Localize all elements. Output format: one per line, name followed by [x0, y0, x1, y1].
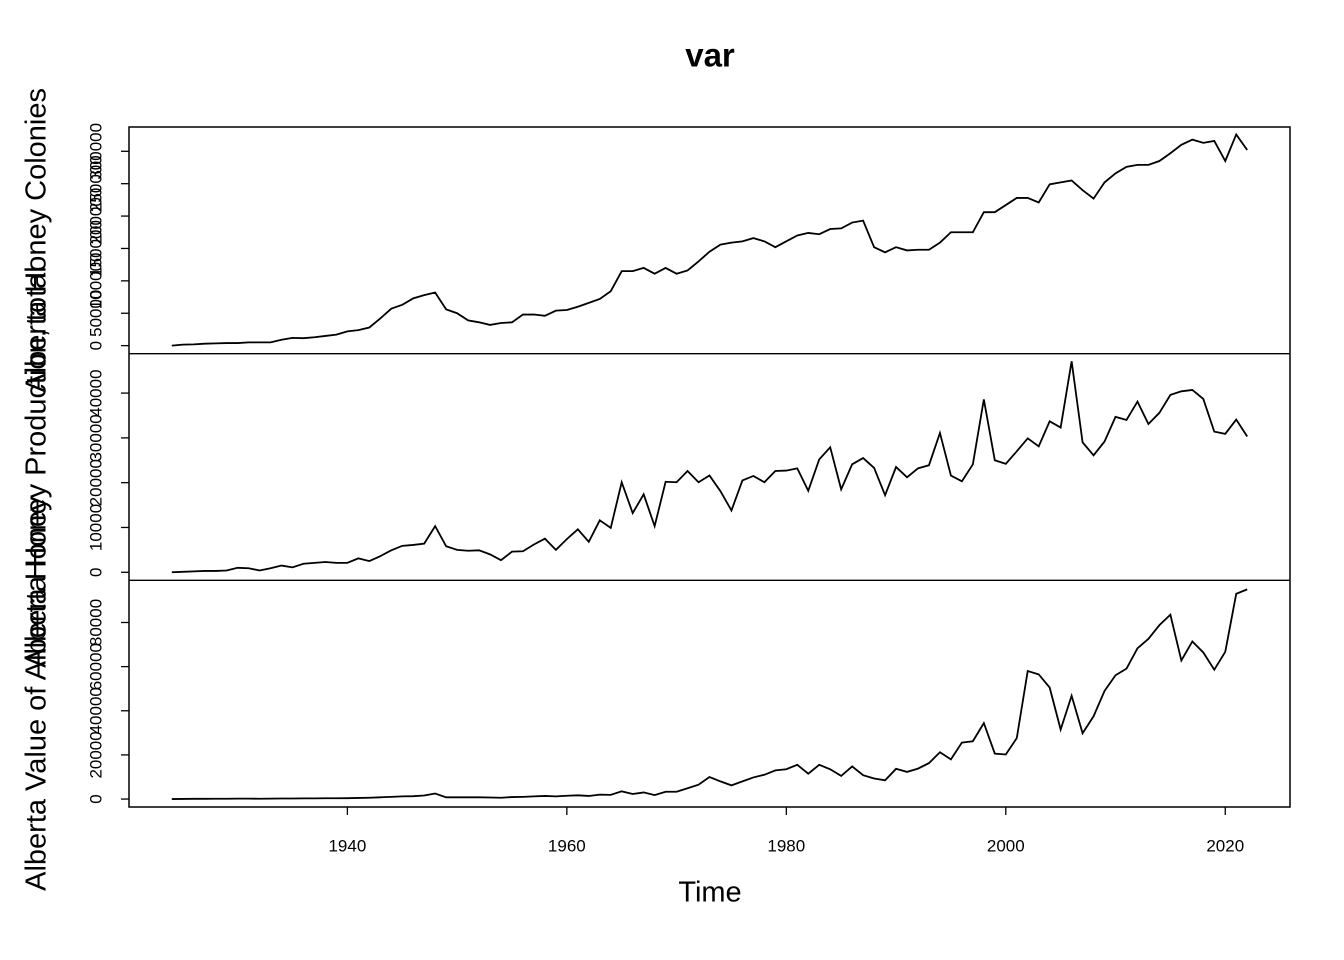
y-tick-label: 40000: [86, 687, 105, 734]
y-tick-label: 300000: [86, 123, 105, 180]
x-tick-label: 1960: [548, 836, 586, 855]
y-tick-label: 0: [86, 341, 105, 350]
y-axis-title: Alberta Honey Colonies: [21, 88, 53, 393]
chart-title: var: [685, 37, 735, 74]
y-tick-label: 250000: [86, 155, 105, 212]
x-tick-label: 1980: [767, 836, 805, 855]
y-tick-label: 80000: [86, 599, 105, 646]
series-line: [171, 588, 1248, 800]
y-tick-label: 150000: [86, 220, 105, 277]
y-tick-label: 10000: [86, 504, 105, 551]
series-line: [171, 132, 1248, 347]
y-tick-label: 200000: [86, 188, 105, 245]
y-tick-label: 0: [86, 568, 105, 577]
y-tick-label: 50000: [86, 290, 105, 337]
plot-frame: [128, 126, 1291, 808]
y-axis-title: Alberta Honey Production, total: [21, 266, 53, 667]
x-axis-title: Time: [678, 877, 741, 909]
x-tick-label: 1940: [328, 836, 366, 855]
y-tick-label: 30000: [86, 414, 105, 461]
y-tick-label: 20000: [86, 731, 105, 778]
y-tick-label: 60000: [86, 643, 105, 690]
y-tick-label: 0: [86, 794, 105, 803]
y-tick-label: 100000: [86, 252, 105, 309]
y-axis-title: Alberta Value of Alberta Honey: [21, 496, 53, 891]
x-tick-label: 2000: [987, 836, 1025, 855]
y-tick-label: 20000: [86, 459, 105, 506]
y-tick-label: 40000: [86, 369, 105, 416]
series-line: [171, 361, 1248, 574]
x-tick-label: 2020: [1206, 836, 1244, 855]
